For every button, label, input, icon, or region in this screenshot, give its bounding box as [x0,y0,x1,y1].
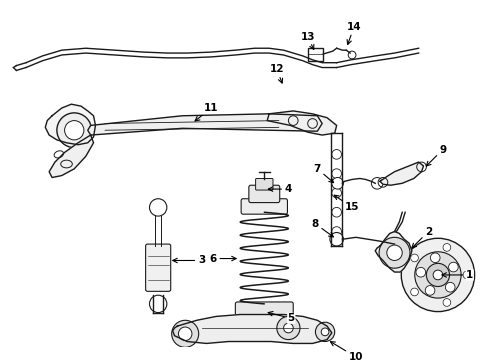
Text: 3: 3 [173,256,205,265]
Polygon shape [49,135,94,177]
Circle shape [445,282,455,292]
Polygon shape [375,231,412,272]
Circle shape [443,298,451,306]
Circle shape [411,288,418,296]
Polygon shape [172,315,332,343]
Circle shape [330,233,343,246]
Circle shape [401,238,475,312]
Circle shape [416,267,426,277]
FancyBboxPatch shape [256,179,273,190]
Text: 1: 1 [442,270,473,280]
Circle shape [426,264,449,287]
Circle shape [172,320,198,347]
FancyBboxPatch shape [241,199,288,214]
Text: 5: 5 [268,311,295,323]
Circle shape [371,177,383,189]
Text: 13: 13 [300,32,315,49]
Text: 12: 12 [270,64,284,83]
Text: 6: 6 [210,253,236,264]
Circle shape [321,328,329,336]
Bar [308,48,323,61]
Circle shape [277,316,300,339]
Circle shape [433,270,443,280]
Circle shape [332,177,343,189]
Polygon shape [267,111,337,135]
Text: 11: 11 [195,103,219,121]
Polygon shape [45,104,96,145]
Circle shape [430,253,440,262]
Text: 15: 15 [334,195,359,212]
Text: 7: 7 [314,164,334,183]
Circle shape [425,285,435,295]
FancyBboxPatch shape [242,315,287,324]
FancyBboxPatch shape [249,185,280,203]
FancyBboxPatch shape [146,244,171,291]
Circle shape [57,113,92,148]
Circle shape [178,327,192,341]
Circle shape [149,295,167,312]
Circle shape [448,262,458,272]
Circle shape [387,245,402,261]
Circle shape [411,254,418,262]
Text: 14: 14 [347,22,361,44]
Circle shape [149,199,167,216]
Polygon shape [88,114,322,135]
Text: 8: 8 [312,219,333,237]
Text: 2: 2 [412,226,432,248]
Circle shape [415,252,461,298]
Circle shape [65,121,84,140]
Circle shape [443,244,451,251]
FancyBboxPatch shape [235,302,293,318]
Text: 9: 9 [426,144,446,166]
Polygon shape [380,162,423,185]
Circle shape [379,237,410,268]
Circle shape [284,323,293,333]
Text: 4: 4 [269,184,292,194]
Circle shape [463,271,471,279]
Text: 10: 10 [330,342,363,360]
Circle shape [316,322,335,342]
